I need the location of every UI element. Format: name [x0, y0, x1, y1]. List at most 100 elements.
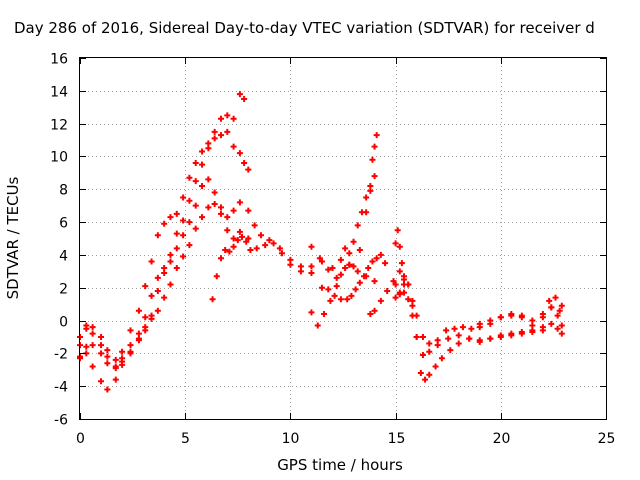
data-point — [508, 332, 515, 339]
data-point — [167, 281, 174, 288]
data-point — [226, 248, 233, 255]
data-point — [83, 325, 90, 332]
y-tick-label: 10 — [50, 150, 68, 166]
x-tick-label: 15 — [388, 431, 406, 447]
data-point — [354, 222, 361, 229]
data-point — [262, 242, 269, 249]
data-point — [371, 173, 378, 180]
data-point — [127, 350, 134, 357]
data-point — [199, 148, 206, 155]
data-point — [466, 335, 473, 342]
plot-frame — [79, 57, 607, 420]
data-point — [558, 330, 565, 337]
data-point — [455, 332, 462, 339]
data-point — [241, 96, 248, 103]
data-point — [390, 278, 397, 285]
data-point — [447, 347, 454, 354]
data-point — [363, 209, 370, 216]
data-point — [337, 271, 344, 278]
data-point — [180, 232, 187, 239]
data-point — [211, 189, 218, 196]
data-point — [142, 283, 149, 290]
y-tick-label: 8 — [59, 183, 68, 199]
data-point — [344, 296, 351, 303]
data-point — [363, 194, 370, 201]
y-tick-label: 0 — [59, 315, 68, 331]
data-point — [154, 232, 161, 239]
data-point — [192, 160, 199, 167]
data-point — [318, 284, 325, 291]
axis-ticks — [80, 58, 607, 420]
data-point — [230, 243, 237, 250]
data-point — [346, 250, 353, 257]
data-point — [371, 143, 378, 150]
data-point — [417, 370, 424, 377]
x-tick-label: 10 — [282, 431, 300, 447]
data-point — [552, 294, 559, 301]
data-point — [476, 324, 483, 331]
data-point — [325, 286, 332, 293]
data-point — [186, 174, 193, 181]
data-point — [83, 343, 90, 350]
data-point — [476, 337, 483, 344]
data-point — [333, 274, 340, 281]
data-point — [230, 235, 237, 242]
data-point — [161, 294, 168, 301]
data-point — [217, 204, 224, 211]
data-point — [539, 310, 546, 317]
data-point — [308, 263, 315, 270]
x-tick-label: 20 — [493, 431, 511, 447]
data-point — [278, 250, 285, 257]
data-point — [154, 288, 161, 295]
data-point — [325, 266, 332, 273]
data-point — [211, 201, 218, 208]
data-point — [148, 315, 155, 322]
data-point — [548, 304, 555, 311]
x-axis-label: GPS time / hours — [277, 456, 403, 474]
data-point — [327, 297, 334, 304]
data-point — [148, 258, 155, 265]
data-point — [497, 333, 504, 340]
data-point — [239, 233, 246, 240]
data-point — [127, 327, 134, 334]
data-point — [419, 352, 426, 359]
data-point — [192, 202, 199, 209]
data-point — [455, 340, 462, 347]
series-3 — [77, 176, 378, 372]
y-tick-label: -2 — [54, 347, 68, 363]
data-point — [287, 256, 294, 263]
data-point — [192, 225, 199, 232]
data-point — [432, 363, 439, 370]
data-point — [217, 132, 224, 139]
data-point — [350, 263, 357, 270]
x-tick-label: 0 — [76, 431, 85, 447]
data-point — [186, 242, 193, 249]
series-13 — [476, 304, 565, 331]
data-point — [119, 361, 126, 368]
data-point — [401, 289, 408, 296]
data-point — [222, 246, 229, 253]
data-point — [451, 325, 458, 332]
data-point — [342, 245, 349, 252]
data-point — [127, 342, 134, 349]
data-point — [209, 296, 216, 303]
data-point — [373, 132, 380, 139]
y-tick-label: 4 — [59, 249, 68, 265]
series-10 — [392, 281, 565, 383]
data-point — [554, 312, 561, 319]
data-point — [434, 337, 441, 344]
data-point — [316, 255, 323, 262]
y-tick-label: 16 — [50, 52, 68, 68]
data-point — [154, 274, 161, 281]
data-point — [142, 324, 149, 331]
data-point — [438, 355, 445, 362]
data-point — [253, 245, 260, 252]
data-point — [142, 314, 149, 321]
data-point — [243, 238, 250, 245]
data-point — [89, 363, 96, 370]
data-point — [236, 199, 243, 206]
y-tick-label: 12 — [50, 118, 68, 134]
data-point — [98, 333, 105, 340]
data-point — [173, 230, 180, 237]
